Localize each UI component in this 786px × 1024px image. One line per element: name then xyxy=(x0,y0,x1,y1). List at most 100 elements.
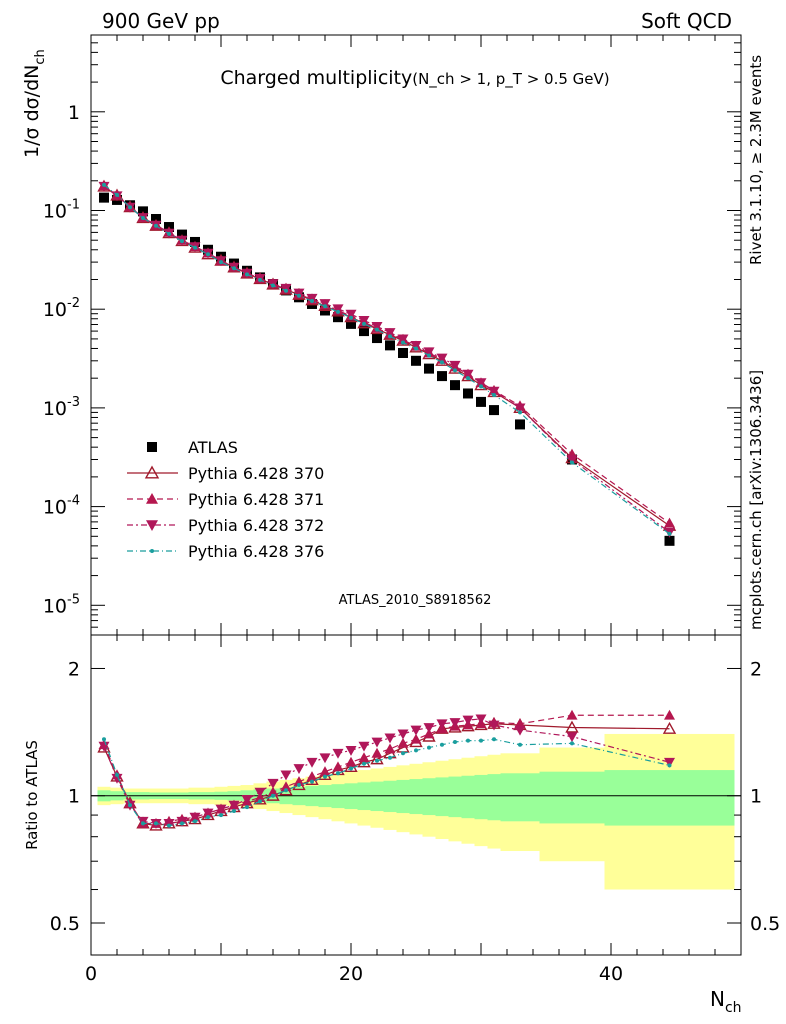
chart-title-cond: (N_ch > 1, p_T > 0.5 GeV) xyxy=(412,70,609,89)
data-point xyxy=(345,309,357,320)
data-point xyxy=(414,748,418,753)
ratio-y-tick-label-right: 1 xyxy=(750,786,762,808)
data-point xyxy=(102,182,106,187)
data-point xyxy=(410,725,422,736)
data-point xyxy=(462,715,474,726)
analysis-label: ATLAS_2010_S8918562 xyxy=(339,593,492,608)
data-point xyxy=(492,737,496,742)
data-point xyxy=(141,821,145,826)
data-point xyxy=(476,396,486,407)
data-point xyxy=(293,776,305,787)
header-right: Soft QCD xyxy=(641,9,732,33)
data-point xyxy=(371,321,383,332)
data-point xyxy=(111,773,123,784)
data-point xyxy=(384,743,396,754)
data-point xyxy=(306,757,318,768)
data-point xyxy=(102,737,106,742)
y-tick-label: 10-2 xyxy=(43,296,80,321)
data-point xyxy=(358,752,370,763)
legend-item: Pythia 6.428 370 xyxy=(127,464,324,483)
data-point xyxy=(228,800,240,811)
series-line xyxy=(103,185,670,533)
data-point xyxy=(664,535,675,546)
data-point xyxy=(384,733,396,744)
legend-label: Pythia 6.428 372 xyxy=(188,516,324,535)
data-point xyxy=(489,405,499,416)
data-point xyxy=(488,720,500,731)
data-point xyxy=(189,812,201,823)
data-point xyxy=(332,761,344,772)
data-point xyxy=(245,272,249,277)
data-point xyxy=(436,353,448,364)
data-point xyxy=(232,266,236,271)
legend-item: Pythia 6.428 372 xyxy=(127,516,324,535)
band-inner xyxy=(357,782,371,811)
band-inner xyxy=(461,775,475,819)
band-inner xyxy=(604,770,735,826)
series-pythia-6-428-376 xyxy=(102,737,672,828)
legend-marker xyxy=(144,465,160,479)
data-point xyxy=(384,328,396,339)
data-point xyxy=(254,787,266,798)
data-point xyxy=(371,747,383,758)
data-point xyxy=(284,788,288,793)
data-point xyxy=(424,363,434,374)
data-point xyxy=(565,720,579,733)
data-point xyxy=(98,741,110,752)
data-point xyxy=(401,751,405,756)
data-point xyxy=(319,766,331,777)
y-tick-label: 10-4 xyxy=(43,494,80,519)
data-point xyxy=(492,393,496,398)
legend-marker xyxy=(146,520,158,531)
series-line xyxy=(103,714,670,825)
data-point xyxy=(453,368,457,373)
legend-marker xyxy=(146,493,158,504)
data-point xyxy=(215,804,227,815)
ratio-frame xyxy=(90,634,742,956)
data-point xyxy=(371,737,383,748)
legend: ATLAS Pythia 6.428 370 Pythia 6.428 371 Pyt… xyxy=(127,438,324,561)
ratio-y-tick-label: 0.5 xyxy=(50,913,80,935)
data-point xyxy=(372,333,382,344)
legend-item: Pythia 6.428 371 xyxy=(127,490,324,509)
data-point xyxy=(423,347,435,358)
data-point xyxy=(293,764,305,774)
data-point xyxy=(566,709,578,720)
data-point xyxy=(319,299,331,310)
band-inner xyxy=(422,778,436,816)
data-point xyxy=(518,742,522,747)
data-point xyxy=(258,277,262,282)
data-point xyxy=(306,771,318,781)
data-point xyxy=(128,803,132,808)
data-point xyxy=(280,781,292,792)
data-point xyxy=(323,304,327,309)
data-point xyxy=(258,799,262,804)
data-point xyxy=(475,378,487,389)
data-point xyxy=(463,388,473,399)
data-point xyxy=(319,753,331,764)
series-pythia-6-428-376 xyxy=(102,182,672,536)
data-point xyxy=(440,360,444,365)
data-point xyxy=(462,369,474,380)
data-point xyxy=(128,205,132,210)
data-point xyxy=(479,384,483,389)
data-point xyxy=(345,756,357,767)
chart-title: Charged multiplicity(N_ch > 1, p_T > 0.5… xyxy=(220,67,609,89)
x-tick-label: 0 xyxy=(85,963,97,985)
series-line xyxy=(103,738,670,827)
data-point xyxy=(401,340,405,345)
data-point xyxy=(388,334,392,339)
data-point xyxy=(436,719,448,730)
data-point xyxy=(466,738,470,743)
data-point xyxy=(115,772,119,777)
data-point xyxy=(359,326,369,337)
data-point xyxy=(241,795,253,805)
ratio-plot xyxy=(97,709,677,831)
x-axis-label: Nch xyxy=(710,987,742,1016)
data-point xyxy=(154,821,158,826)
data-point xyxy=(219,260,223,265)
data-point xyxy=(310,779,314,784)
data-point xyxy=(385,340,395,351)
data-point xyxy=(664,709,675,720)
legend-marker xyxy=(147,442,157,452)
